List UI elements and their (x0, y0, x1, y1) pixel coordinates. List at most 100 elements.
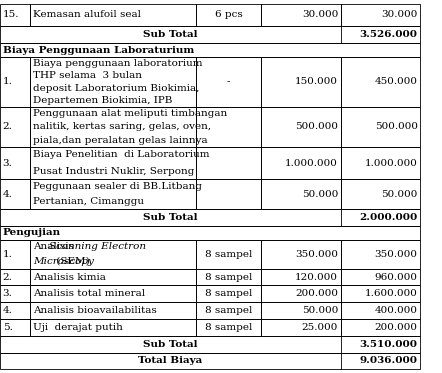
Bar (30, 302, 196, 319)
Bar (261, 179, 341, 209)
Text: 4.: 4. (3, 190, 12, 199)
Text: 50.000: 50.000 (302, 306, 338, 315)
Text: 3.: 3. (3, 159, 12, 167)
Bar (0, 226, 420, 239)
Text: 1.000.000: 1.000.000 (285, 159, 338, 167)
Text: 2.000.000: 2.000.000 (359, 213, 418, 222)
Bar (341, 302, 420, 319)
Text: Departemen Biokimia, IPB: Departemen Biokimia, IPB (33, 96, 172, 105)
Bar (30, 57, 196, 107)
Text: 5.: 5. (3, 323, 12, 332)
Bar (0, 107, 30, 147)
Text: 30.000: 30.000 (381, 10, 418, 19)
Text: Analisis: Analisis (33, 242, 77, 251)
Text: 2.: 2. (3, 122, 12, 131)
Text: Peggunaan sealer di BB.Litbang: Peggunaan sealer di BB.Litbang (33, 182, 202, 191)
Bar (341, 269, 420, 285)
Bar (30, 179, 196, 209)
Text: Pertanian, Cimanggu: Pertanian, Cimanggu (33, 197, 144, 206)
Text: Analisis bioavailabilitas: Analisis bioavailabilitas (33, 306, 156, 315)
Bar (196, 57, 261, 107)
Text: 200.000: 200.000 (295, 289, 338, 298)
Bar (196, 107, 261, 147)
Bar (0, 302, 30, 319)
Bar (30, 285, 196, 302)
Text: 3.: 3. (3, 289, 12, 298)
Bar (0, 147, 30, 179)
Bar (261, 107, 341, 147)
Bar (341, 179, 420, 209)
Bar (261, 285, 341, 302)
Text: 2.: 2. (3, 273, 12, 282)
Bar (0, 239, 30, 269)
Bar (0, 26, 420, 43)
Text: Scanning Electron: Scanning Electron (50, 242, 146, 251)
Text: 350.000: 350.000 (295, 250, 338, 258)
Bar (30, 269, 196, 285)
Bar (341, 285, 420, 302)
Bar (0, 319, 30, 336)
Text: Analisis kimia: Analisis kimia (33, 273, 106, 282)
Text: 1.: 1. (3, 78, 12, 87)
Text: 4.: 4. (3, 306, 12, 315)
Text: Penggunaan alat meliputi timbangan: Penggunaan alat meliputi timbangan (33, 109, 227, 118)
Text: 120.000: 120.000 (295, 273, 338, 282)
Bar (261, 57, 341, 107)
Text: 50.000: 50.000 (381, 190, 418, 199)
Bar (196, 239, 261, 269)
Text: 960.000: 960.000 (375, 273, 418, 282)
Text: 3.526.000: 3.526.000 (360, 30, 418, 39)
Text: 150.000: 150.000 (295, 78, 338, 87)
Bar (341, 57, 420, 107)
Bar (341, 319, 420, 336)
Text: Total Biaya: Total Biaya (138, 356, 202, 366)
Bar (0, 285, 30, 302)
Text: 400.000: 400.000 (375, 306, 418, 315)
Bar (30, 147, 196, 179)
Text: 25.000: 25.000 (302, 323, 338, 332)
Bar (261, 269, 341, 285)
Bar (341, 239, 420, 269)
Bar (0, 57, 30, 107)
Bar (0, 179, 30, 209)
Bar (261, 147, 341, 179)
Text: Sub Total: Sub Total (143, 30, 198, 39)
Text: 500.000: 500.000 (295, 122, 338, 131)
Bar (30, 319, 196, 336)
Text: 8 sampel: 8 sampel (205, 273, 252, 282)
Text: THP selama  3 bulan: THP selama 3 bulan (33, 71, 142, 80)
Text: 8 sampel: 8 sampel (205, 323, 252, 332)
Text: 8 sampel: 8 sampel (205, 250, 252, 258)
Text: 450.000: 450.000 (375, 78, 418, 87)
Bar (196, 4, 261, 26)
Bar (30, 4, 196, 26)
Bar (196, 179, 261, 209)
Text: Biaya Penelitian  di Laboratorium: Biaya Penelitian di Laboratorium (33, 150, 209, 159)
Text: 1.000.000: 1.000.000 (365, 159, 418, 167)
Text: 200.000: 200.000 (375, 323, 418, 332)
Bar (0, 336, 420, 352)
Bar (0, 269, 30, 285)
Text: deposit Laboratorium Biokimia,: deposit Laboratorium Biokimia, (33, 84, 199, 93)
Bar (261, 319, 341, 336)
Text: Microscopy: Microscopy (33, 257, 94, 266)
Text: Biaya penggunaan laboratorium: Biaya penggunaan laboratorium (33, 59, 202, 68)
Bar (196, 302, 261, 319)
Text: 6 pcs: 6 pcs (215, 10, 242, 19)
Bar (196, 285, 261, 302)
Text: 15.: 15. (3, 10, 19, 19)
Text: 350.000: 350.000 (375, 250, 418, 258)
Text: Biaya Penggunaan Laboraturium: Biaya Penggunaan Laboraturium (3, 46, 194, 54)
Bar (0, 352, 420, 369)
Bar (341, 147, 420, 179)
Text: -: - (227, 78, 230, 87)
Text: Pengujian: Pengujian (3, 228, 61, 237)
Text: 8 sampel: 8 sampel (205, 306, 252, 315)
Bar (30, 107, 196, 147)
Text: 1.600.000: 1.600.000 (365, 289, 418, 298)
Text: 8 sampel: 8 sampel (205, 289, 252, 298)
Text: Pusat Industri Nuklir, Serpong: Pusat Industri Nuklir, Serpong (33, 167, 194, 176)
Text: Analisis total mineral: Analisis total mineral (33, 289, 145, 298)
Bar (261, 4, 341, 26)
Bar (0, 4, 30, 26)
